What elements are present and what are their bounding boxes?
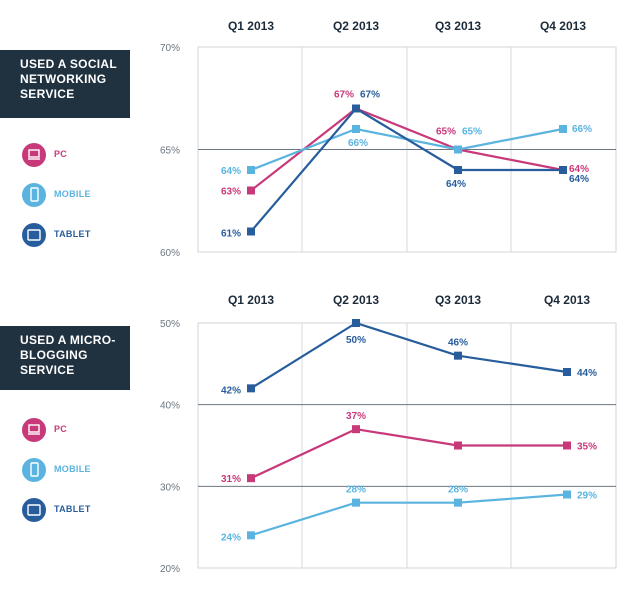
tablet-icon [22, 223, 46, 247]
data-point-pc [352, 425, 360, 434]
legend-label-pc: PC [54, 149, 68, 159]
data-point-mobile [563, 490, 571, 499]
quarter-label: Q4 2013 [544, 293, 590, 307]
data-label-tablet: 42% [221, 385, 241, 396]
data-label-mobile: 66% [348, 138, 368, 149]
data-label-pc: 37% [346, 411, 366, 422]
data-label-pc: 64% [569, 164, 589, 175]
series-line-pc [250, 428, 567, 480]
legend-label-mobile: MOBILE [54, 464, 91, 474]
quarter-label: Q2 2013 [333, 19, 379, 33]
legend-label-mobile: MOBILE [54, 189, 91, 199]
data-label-tablet: 44% [577, 368, 597, 379]
title-line: USED A MICRO- [20, 333, 116, 347]
data-point-tablet [559, 166, 567, 174]
data-label-tablet: 46% [448, 338, 468, 349]
y-tick-label: 70% [160, 43, 180, 54]
data-label-tablet: 50% [346, 335, 366, 346]
y-tick-label: 60% [160, 248, 180, 259]
data-label-mobile: 28% [346, 485, 366, 496]
quarter-label: Q1 2013 [228, 19, 274, 33]
title-line: USED A SOCIAL [20, 57, 118, 71]
social-networking-title: USED A SOCIAL NETWORKING SERVICE [0, 50, 130, 118]
data-point-tablet [247, 384, 255, 393]
social-networking-panel: USED A SOCIAL NETWORKING SERVICE PC MOBI… [0, 0, 640, 270]
data-label-tablet: 64% [446, 179, 466, 190]
micro-blogging-title: USED A MICRO- BLOGGING SERVICE [0, 326, 130, 390]
y-tick-label: 30% [160, 482, 180, 493]
data-label-mobile: 24% [221, 532, 241, 543]
data-point-mobile [352, 125, 360, 133]
series-line-tablet [250, 321, 568, 390]
data-point-tablet [352, 319, 360, 327]
data-point-tablet [352, 104, 360, 113]
data-label-pc: 67% [334, 90, 354, 101]
data-point-mobile [454, 145, 462, 154]
legend-label-pc: PC [54, 424, 68, 434]
y-tick-label: 40% [160, 401, 180, 412]
data-point-mobile [247, 531, 255, 540]
data-label-pc: 31% [221, 474, 241, 485]
quarter-label: Q4 2013 [540, 19, 586, 33]
title-line: SERVICE [20, 87, 75, 101]
data-point-mobile [454, 498, 462, 507]
y-tick-label: 20% [160, 564, 180, 575]
data-point-pc [247, 186, 255, 195]
quarter-label: Q2 2013 [333, 293, 379, 307]
quarter-label: Q3 2013 [435, 19, 481, 33]
data-label-tablet: 64% [569, 174, 589, 185]
legend-label-tablet: TABLET [54, 504, 91, 514]
mobile-icon [22, 458, 46, 482]
pc-icon [22, 143, 46, 167]
pc-icon [22, 418, 46, 442]
data-point-pc [247, 474, 255, 483]
data-label-mobile: 66% [572, 124, 592, 135]
data-label-mobile: 28% [448, 485, 468, 496]
series-line-tablet [250, 107, 563, 233]
tablet-icon [22, 498, 46, 522]
series-line-mobile [250, 493, 568, 537]
data-point-mobile [352, 498, 360, 507]
data-label-mobile: 29% [577, 491, 597, 502]
data-label-mobile: 64% [221, 166, 241, 177]
data-point-tablet [247, 227, 255, 236]
legend-label-tablet: TABLET [54, 229, 91, 239]
mobile-icon [22, 183, 46, 207]
title-line: NETWORKING [20, 72, 107, 86]
data-point-mobile [247, 166, 255, 174]
title-line: BLOGGING [20, 348, 88, 362]
data-label-pc: 65% [436, 127, 456, 138]
quarter-label: Q1 2013 [228, 293, 274, 307]
data-label-pc: 35% [577, 442, 597, 453]
y-tick-label: 50% [160, 319, 180, 330]
data-label-tablet: 67% [360, 90, 380, 101]
data-point-tablet [454, 351, 462, 360]
data-point-tablet [563, 368, 571, 376]
micro-blogging-panel: USED A MICRO- BLOGGING SERVICE PC MOBILE… [0, 270, 640, 589]
data-label-pc: 63% [221, 187, 241, 198]
data-label-mobile: 65% [462, 127, 482, 138]
data-point-pc [563, 441, 571, 450]
data-point-mobile [559, 125, 567, 133]
title-line: SERVICE [20, 363, 75, 377]
y-tick-label: 65% [160, 146, 180, 157]
quarter-label: Q3 2013 [435, 293, 481, 307]
data-point-tablet [454, 166, 462, 174]
data-point-pc [454, 441, 462, 450]
data-label-tablet: 61% [221, 229, 241, 240]
